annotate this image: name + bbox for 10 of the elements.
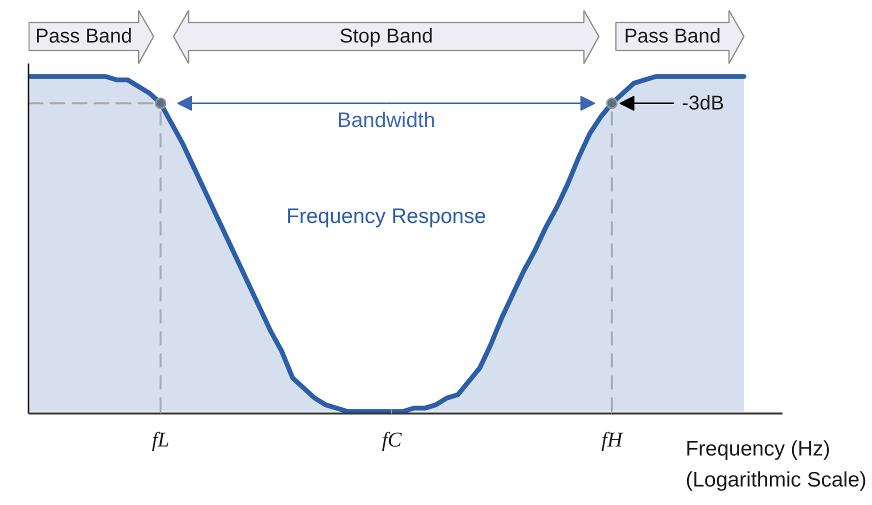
x-axis-title: Frequency (Hz) (Logarithmic Scale) [686, 437, 867, 492]
text: Stop Band [340, 26, 433, 48]
x-tick-label: fH [601, 428, 624, 452]
text: Frequency Response [286, 205, 486, 228]
annotation: Bandwidth [337, 108, 436, 132]
x-tick-label: fC [382, 428, 403, 452]
x-tick-label: fL [152, 428, 170, 452]
text: Pass Band [35, 26, 132, 48]
annotation: -3dB [682, 92, 724, 114]
text: Pass Band [624, 26, 721, 48]
